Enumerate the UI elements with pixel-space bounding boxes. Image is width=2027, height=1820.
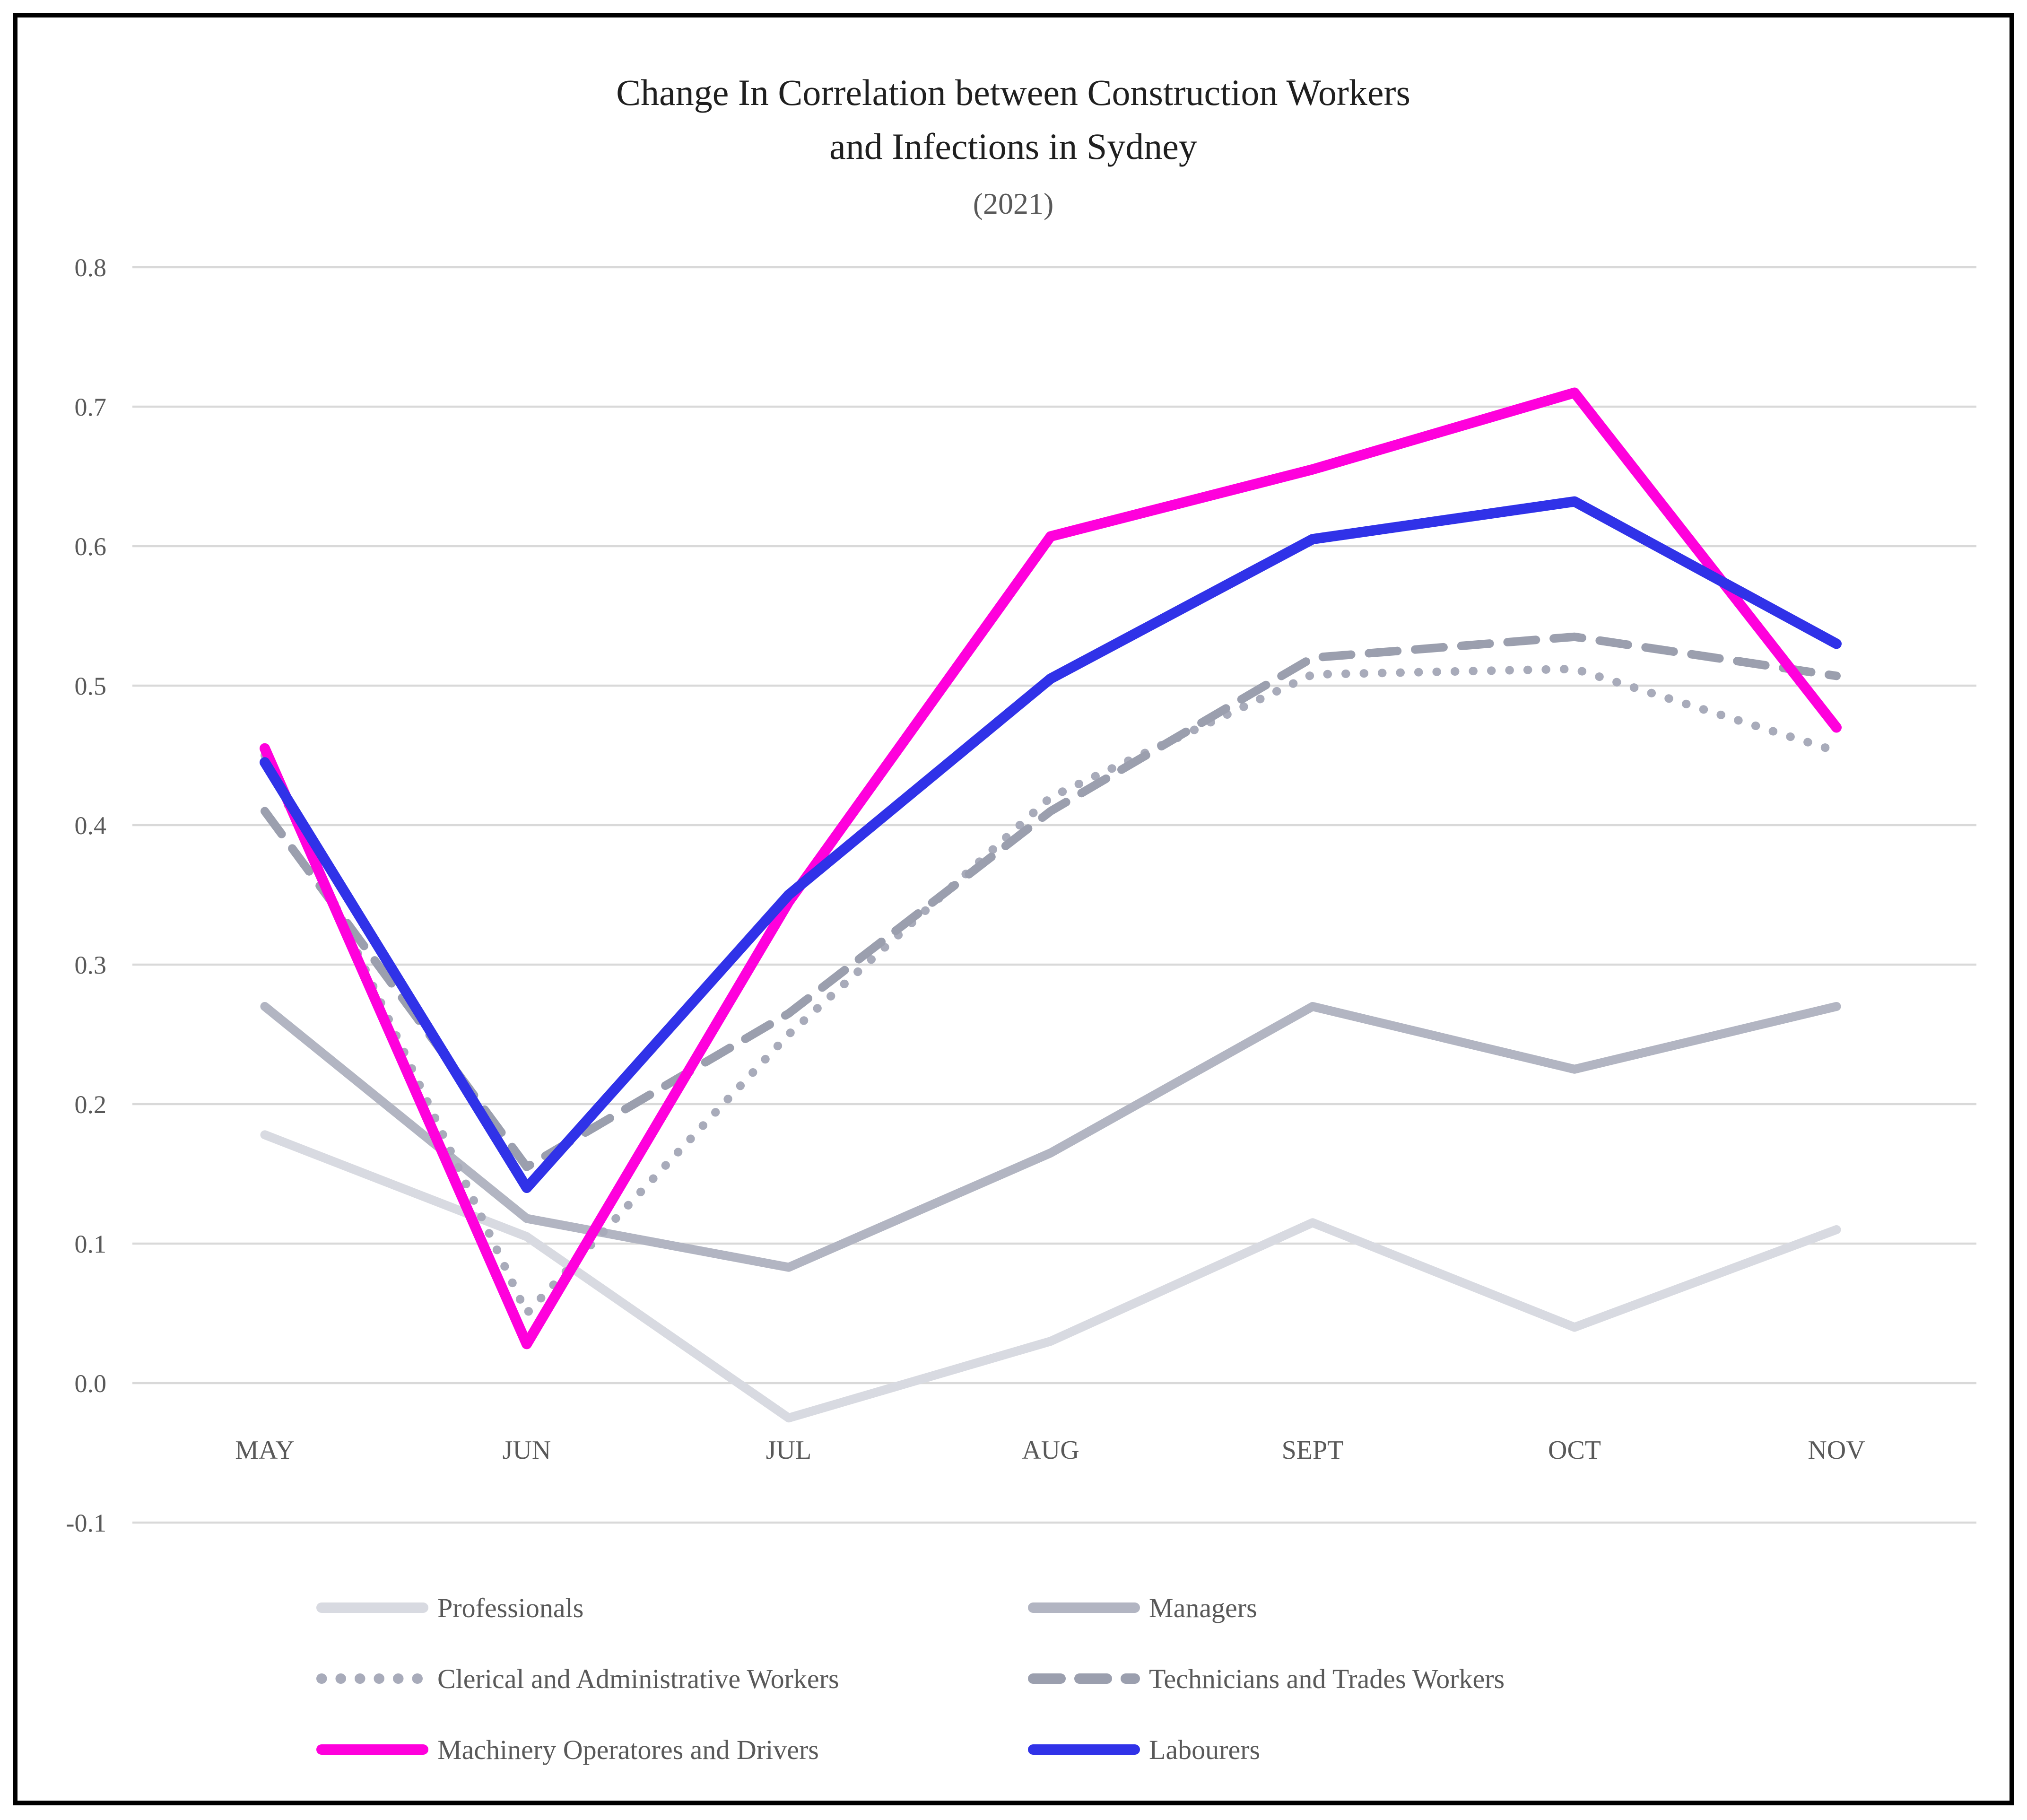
legend-item-professionals: Professionals: [316, 1593, 583, 1623]
y-tick-label--0.1: -0.1: [66, 1509, 106, 1537]
y-tick-label-0.0: 0.0: [75, 1369, 107, 1398]
series-line-clerical-and-administrative-workers: [261, 664, 1841, 1318]
legend-item-machinery-operatores-and-drivers: Machinery Operatores and Drivers: [316, 1734, 819, 1765]
x-tick-label-nov: NOV: [1808, 1436, 1865, 1465]
y-axis-labels-group: 0.8 0.7 0.6 0.5 0.4 0.3 0.2 0.1 0.0 -0.1: [66, 253, 106, 1537]
series-line-machinery-operatores-and-drivers: [260, 387, 1842, 1350]
x-axis-labels-group: MAY JUN JUL AUG SEPT OCT NOV: [235, 1436, 1865, 1465]
chart-title-line1: Change In Correlation between Constructi…: [616, 72, 1410, 113]
y-tick-label-0.6: 0.6: [75, 532, 107, 561]
y-tick-label-0.8: 0.8: [75, 253, 107, 282]
legend-label-labourers: Labourers: [1149, 1734, 1260, 1765]
y-tick-label-0.1: 0.1: [75, 1230, 107, 1258]
series-line-technicians-and-trades-workers: [261, 632, 1841, 1171]
y-tick-label-0.5: 0.5: [75, 672, 107, 700]
legend-label-clerical-and-administrative-workers: Clerical and Administrative Workers: [437, 1663, 839, 1694]
series-line-professionals: [260, 1130, 1841, 1423]
legend-item-labourers: Labourers: [1028, 1734, 1260, 1765]
x-tick-label-jul: JUL: [766, 1436, 811, 1465]
y-tick-label-0.3: 0.3: [75, 951, 107, 979]
x-tick-label-aug: AUG: [1022, 1436, 1079, 1465]
x-tick-label-sept: SEPT: [1282, 1436, 1344, 1465]
x-tick-label-may: MAY: [235, 1436, 295, 1465]
legend-label-managers: Managers: [1149, 1593, 1257, 1623]
legend-label-machinery-operatores-and-drivers: Machinery Operatores and Drivers: [437, 1734, 819, 1765]
y-tick-label-0.2: 0.2: [75, 1090, 107, 1119]
series-line-managers: [260, 1002, 1841, 1272]
chart-title-line2: and Infections in Sydney: [829, 126, 1197, 167]
chart-subtitle: (2021): [973, 187, 1054, 220]
x-tick-label-jun: JUN: [503, 1436, 551, 1465]
y-tick-label-0.7: 0.7: [75, 393, 107, 421]
legend-item-technicians-and-trades-workers: Technicians and Trades Workers: [1028, 1663, 1505, 1694]
legend-group: Professionals Managers Clerical and Admini…: [316, 1593, 1505, 1765]
legend-label-professionals: Professionals: [437, 1593, 583, 1623]
legend-label-technicians-and-trades-workers: Technicians and Trades Workers: [1149, 1663, 1505, 1694]
legend-item-clerical-and-administrative-workers: Clerical and Administrative Workers: [316, 1663, 839, 1694]
series-line-labourers: [260, 496, 1842, 1193]
y-tick-label-0.4: 0.4: [75, 811, 107, 840]
gridlines-group: [132, 266, 1976, 1524]
legend-item-managers: Managers: [1028, 1593, 1257, 1623]
x-tick-label-oct: OCT: [1548, 1436, 1601, 1465]
frame-border: [13, 13, 2014, 1805]
series-lines-group: [260, 387, 1842, 1423]
